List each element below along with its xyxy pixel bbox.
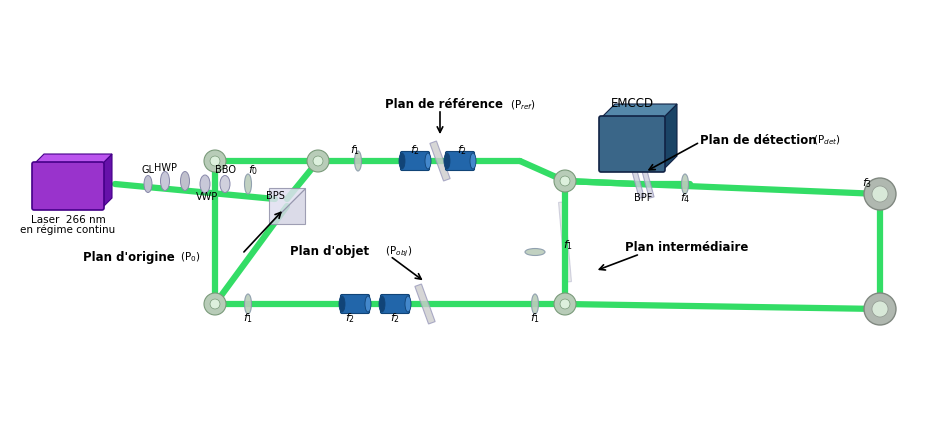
Ellipse shape (160, 172, 170, 191)
Ellipse shape (339, 296, 345, 312)
Polygon shape (269, 189, 305, 225)
Ellipse shape (525, 249, 545, 256)
Ellipse shape (682, 175, 688, 195)
Text: en régime continu: en régime continu (21, 225, 115, 235)
Circle shape (560, 299, 570, 309)
Ellipse shape (245, 175, 251, 195)
FancyBboxPatch shape (381, 295, 410, 314)
Circle shape (307, 151, 329, 173)
Ellipse shape (444, 154, 450, 170)
FancyBboxPatch shape (340, 295, 370, 314)
Text: $f_2$: $f_2$ (457, 143, 467, 156)
Circle shape (872, 301, 888, 317)
Ellipse shape (532, 294, 538, 314)
Text: $f_0$: $f_0$ (248, 163, 258, 176)
Text: HWP: HWP (154, 163, 176, 173)
Text: $f_1$: $f_1$ (350, 143, 360, 156)
FancyBboxPatch shape (599, 117, 665, 173)
Text: EMCCD: EMCCD (611, 97, 654, 110)
Bar (632, 170, 644, 199)
Polygon shape (102, 155, 112, 208)
Ellipse shape (200, 176, 210, 193)
Circle shape (864, 178, 896, 210)
Circle shape (873, 188, 886, 201)
Text: BPF: BPF (634, 193, 652, 202)
Ellipse shape (144, 176, 152, 193)
Text: (P$_0$): (P$_0$) (177, 250, 201, 263)
Text: BPS: BPS (265, 190, 284, 201)
Bar (642, 170, 654, 199)
Text: Plan intermédiaire: Plan intermédiaire (625, 241, 749, 254)
Polygon shape (34, 155, 112, 164)
Text: $f_1$: $f_1$ (530, 311, 540, 324)
Text: BBO: BBO (215, 164, 235, 175)
Text: $f_2$: $f_2$ (410, 143, 420, 156)
Circle shape (313, 157, 323, 167)
Circle shape (864, 294, 896, 325)
Text: VWP: VWP (196, 192, 219, 201)
Text: (P$_{obj}$): (P$_{obj}$) (382, 244, 412, 259)
FancyBboxPatch shape (32, 163, 104, 210)
Text: $f_1$: $f_1$ (563, 238, 573, 251)
Text: $f_3$: $f_3$ (862, 176, 872, 190)
Polygon shape (601, 105, 677, 119)
Circle shape (560, 177, 570, 187)
Text: (P$_{det}$): (P$_{det}$) (810, 133, 841, 147)
Ellipse shape (355, 152, 361, 172)
Ellipse shape (245, 294, 251, 314)
Circle shape (872, 187, 888, 202)
Circle shape (204, 151, 226, 173)
Circle shape (873, 303, 886, 316)
Bar (430, 142, 450, 181)
Text: $f_2$: $f_2$ (345, 311, 355, 324)
Ellipse shape (379, 296, 385, 312)
Text: GL: GL (142, 164, 155, 175)
Text: Laser  266 nm: Laser 266 nm (31, 215, 105, 225)
Text: Plan d'origine: Plan d'origine (83, 250, 175, 263)
Polygon shape (269, 189, 305, 225)
Circle shape (866, 295, 894, 323)
Ellipse shape (220, 176, 230, 193)
Text: Plan de détection: Plan de détection (700, 133, 817, 146)
Circle shape (554, 170, 576, 193)
FancyBboxPatch shape (401, 152, 430, 171)
FancyBboxPatch shape (446, 152, 475, 171)
Ellipse shape (425, 154, 431, 170)
Text: $f_4$: $f_4$ (680, 191, 690, 204)
Ellipse shape (405, 296, 411, 312)
Ellipse shape (399, 154, 405, 170)
Circle shape (204, 294, 226, 315)
Bar (415, 284, 435, 324)
Polygon shape (663, 105, 677, 170)
Text: Plan d'objet: Plan d'objet (290, 245, 370, 258)
Circle shape (866, 181, 894, 208)
Circle shape (554, 294, 576, 315)
Bar (558, 202, 571, 282)
Text: $f_1$: $f_1$ (243, 311, 253, 324)
Text: (P$_{ref}$): (P$_{ref}$) (510, 98, 536, 112)
Ellipse shape (470, 154, 476, 170)
Ellipse shape (365, 296, 371, 312)
Text: $f_2$: $f_2$ (390, 311, 400, 324)
Circle shape (210, 299, 219, 309)
Ellipse shape (180, 172, 189, 191)
Circle shape (210, 157, 219, 167)
Text: Plan de référence: Plan de référence (385, 98, 503, 111)
